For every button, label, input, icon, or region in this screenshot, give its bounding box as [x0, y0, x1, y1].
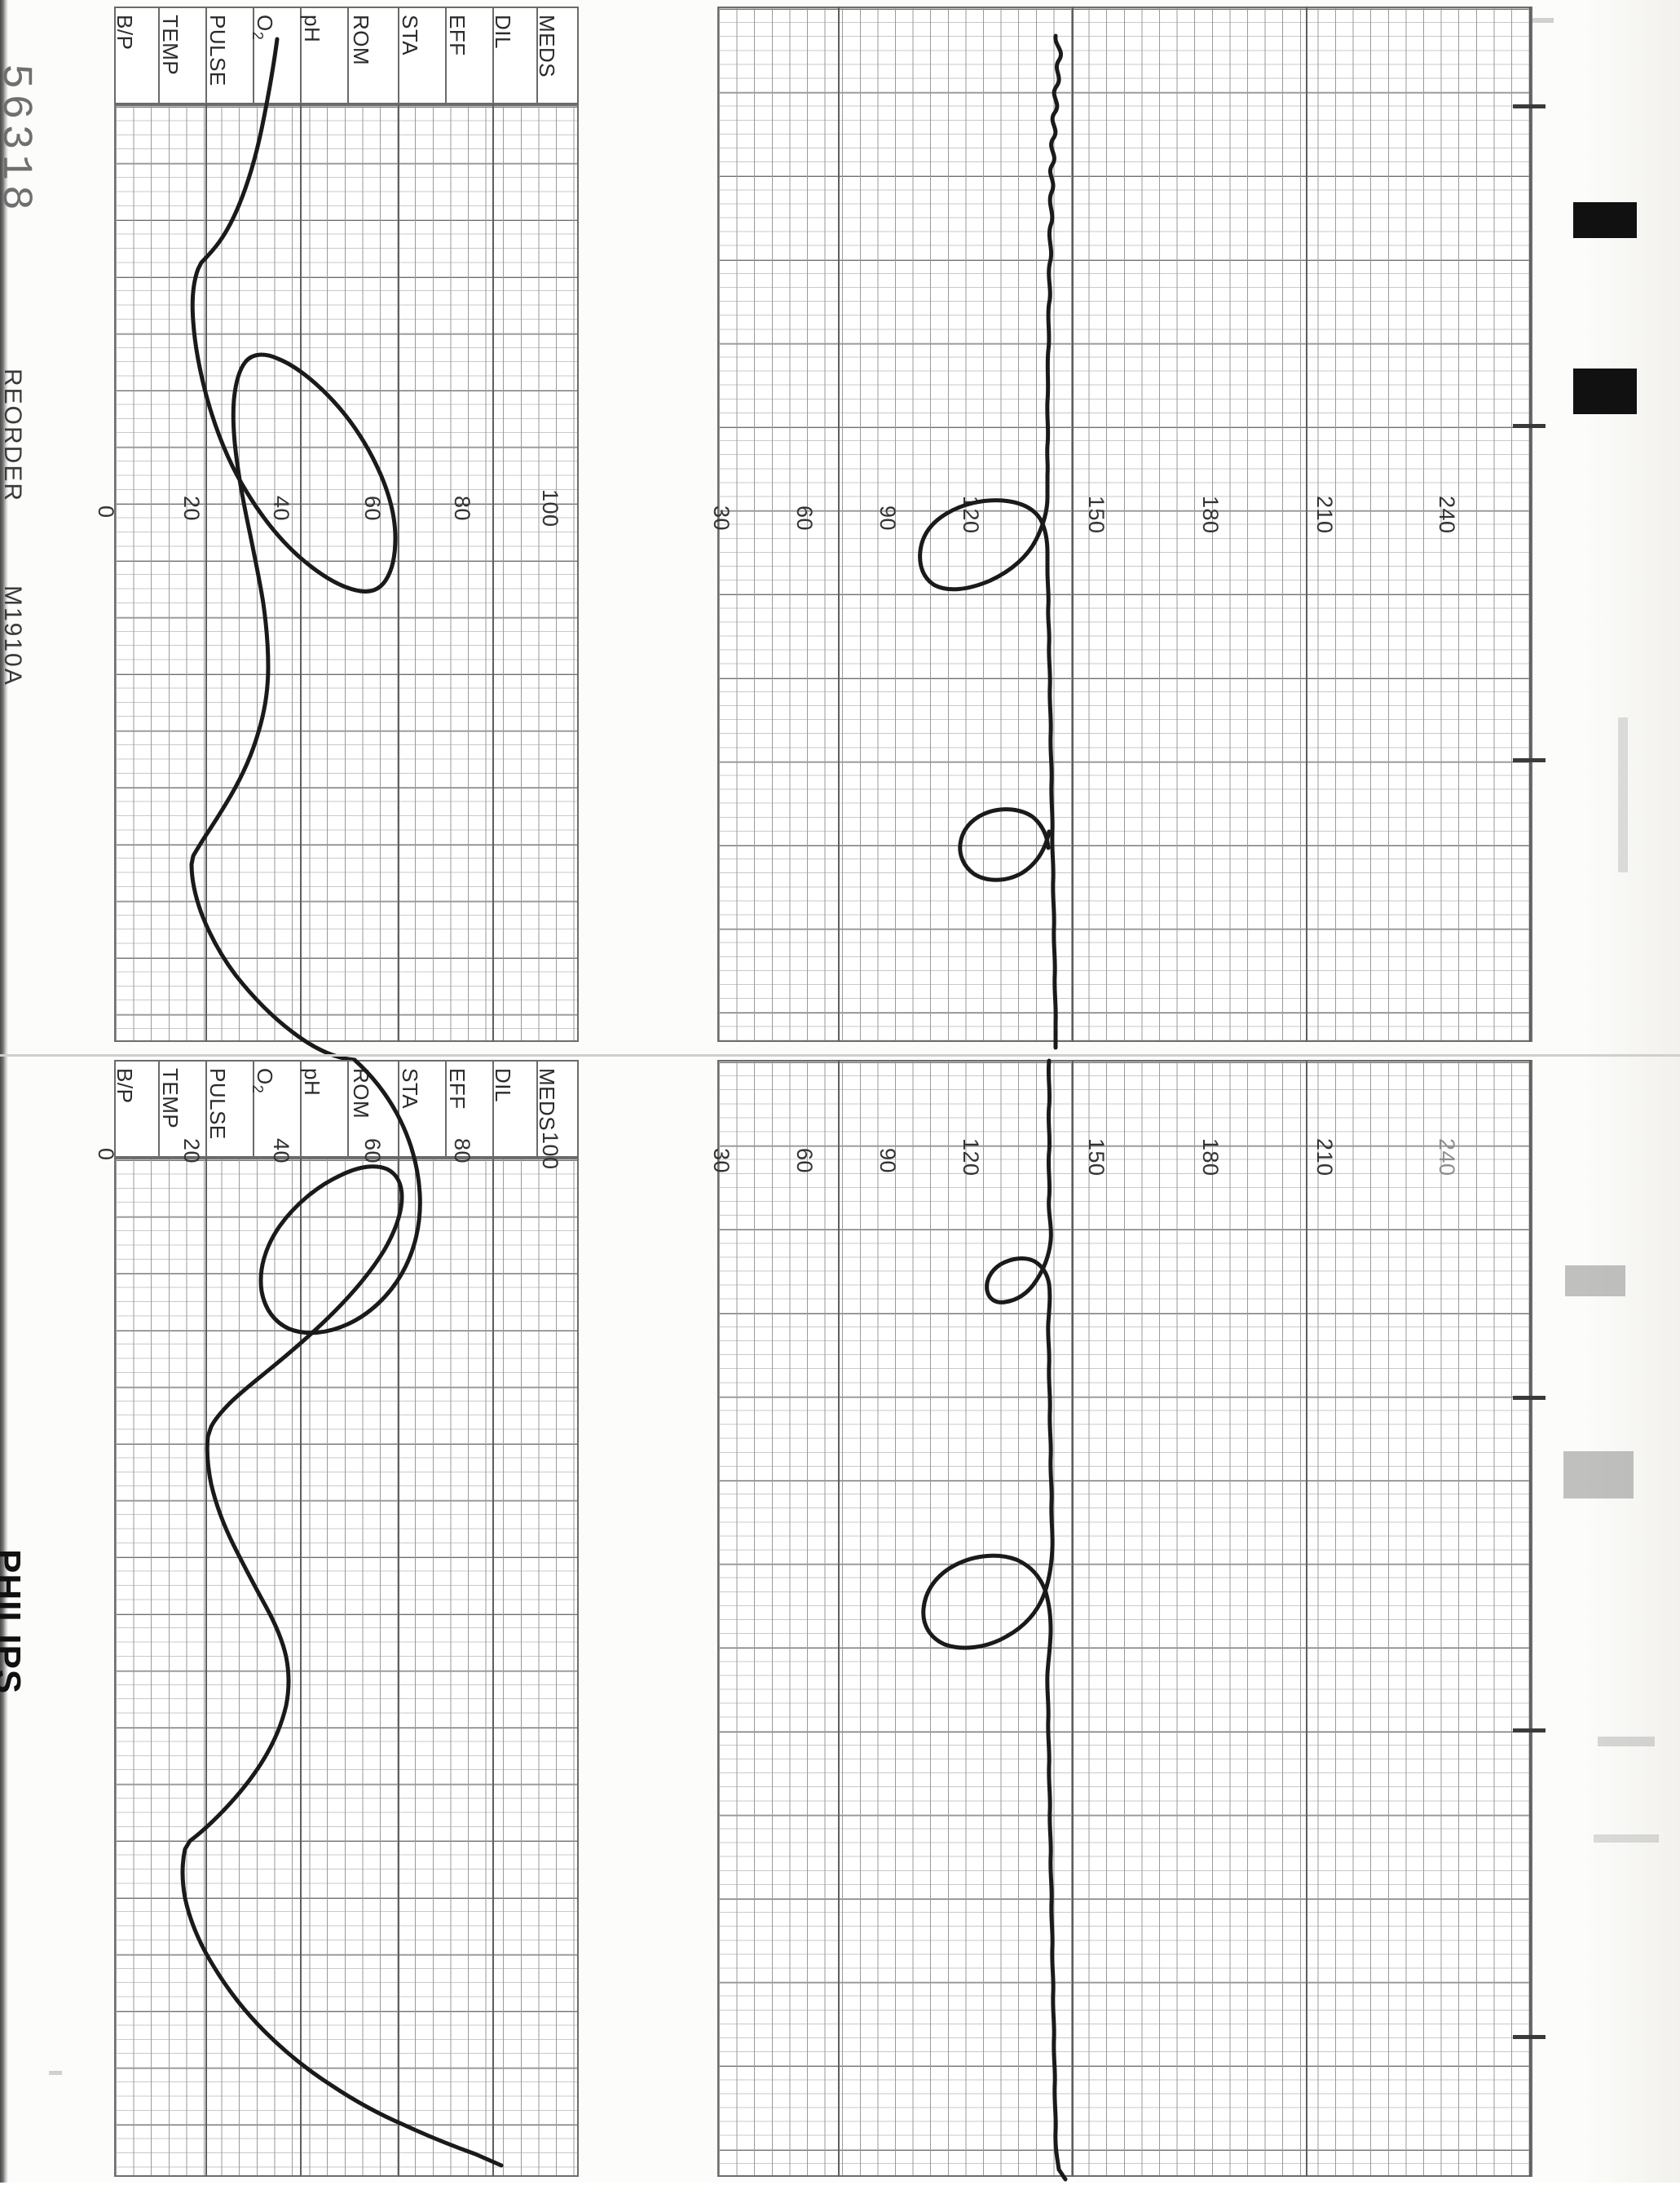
annot2-col-eff[interactable]: EFF [445, 1062, 494, 1156]
scan-smudge-1 [1565, 1265, 1625, 1296]
philips-brand-logo: PHILIPS [0, 1549, 28, 1695]
annotation-columns-panel-1: B/P TEMP PULSE O2 pH ROM STA EFF DIL MED… [112, 7, 579, 104]
scan-black-mark-1 [1573, 202, 1637, 238]
annot-col-o2[interactable]: O2 [249, 8, 302, 103]
annot-col-bp[interactable]: B/P [112, 8, 160, 103]
reorder-text: REORDER [0, 369, 26, 503]
scan-speck-2 [49, 2071, 62, 2075]
fhr-grid-panel-2-majors [717, 1060, 1532, 2177]
annot-col-ph[interactable]: pH [300, 8, 349, 103]
scan-speck-1 [1532, 18, 1554, 23]
annot-col-eff[interactable]: EFF [445, 8, 494, 103]
annotation-columns-panel-2: B/P TEMP PULSE O2 pH ROM STA EFF DIL MED… [112, 1060, 579, 1158]
edge-tick-5 [1513, 1728, 1546, 1733]
ua-grid-panel-1 [114, 104, 579, 1042]
fhr-grid-panel-1-majors [717, 7, 1532, 1042]
ua-grid-panel-1-majors [114, 104, 579, 1042]
edge-tick-4 [1513, 1396, 1546, 1400]
scan-smudge-5 [1594, 1834, 1659, 1843]
annot-col-temp[interactable]: TEMP [158, 8, 207, 103]
scan-smudge-2 [1563, 1451, 1634, 1499]
annot-col-sta[interactable]: STA [398, 8, 447, 103]
annot2-col-o2[interactable]: O2 [249, 1062, 302, 1156]
serial-stamp: 56318 [0, 64, 39, 216]
edge-tick-3 [1513, 758, 1546, 762]
ua-grid-panel-2-majors [114, 1158, 579, 2177]
ua-grid-panel-2 [114, 1158, 579, 2177]
annot-col-pulse[interactable]: PULSE [205, 8, 254, 103]
fhr-trace-curve-panel-1 [918, 33, 1063, 1050]
annot2-col-temp[interactable]: TEMP [158, 1062, 207, 1156]
scan-black-mark-2 [1573, 369, 1637, 414]
fhr-grid-panel-2 [717, 1060, 1532, 2177]
annot-col-rom[interactable]: ROM [349, 8, 399, 103]
scan-left-edge-artifact [0, 0, 8, 2183]
annot2-col-pulse[interactable]: PULSE [205, 1062, 254, 1156]
scan-right-margin [1582, 0, 1680, 2183]
page-fold-line [0, 1054, 1680, 1057]
annot-col-dil[interactable]: DIL [491, 8, 538, 103]
annot2-col-ph[interactable]: pH [300, 1062, 349, 1156]
fhr-deceleration-panel-1 [958, 807, 1052, 882]
scan-smudge-4 [1598, 1737, 1655, 1746]
annot2-col-bp[interactable]: B/P [112, 1062, 160, 1156]
annot2-col-sta[interactable]: STA [398, 1062, 447, 1156]
edge-tick-2 [1513, 424, 1546, 428]
fhr-trace-panel-2 [921, 1058, 1068, 2182]
scan-smudge-3 [1618, 717, 1628, 872]
edge-tick-1 [1513, 104, 1546, 108]
edge-tick-6 [1513, 2035, 1546, 2039]
annot2-col-rom[interactable]: ROM [349, 1062, 399, 1156]
part-number: M1910A [0, 585, 26, 686]
ua-trace-panel-1 [189, 37, 398, 1062]
annot2-col-dil[interactable]: DIL [491, 1062, 538, 1156]
ua-trace-panel-2 [180, 1057, 504, 2168]
fhr-grid-panel-1 [717, 7, 1532, 1042]
